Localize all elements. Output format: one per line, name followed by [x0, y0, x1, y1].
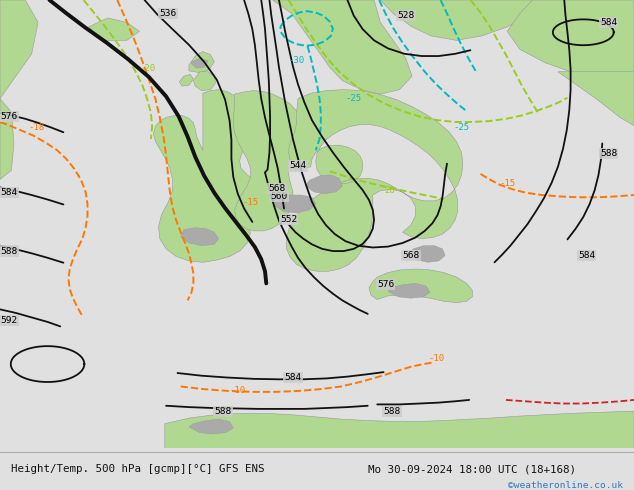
Text: -15: -15	[499, 179, 515, 188]
Polygon shape	[287, 90, 463, 271]
Text: 544: 544	[289, 161, 307, 171]
Text: 584: 584	[284, 373, 302, 382]
Polygon shape	[193, 72, 216, 91]
Text: -30: -30	[288, 56, 305, 65]
Polygon shape	[89, 18, 139, 40]
Text: -25: -25	[453, 123, 470, 132]
Text: -10: -10	[230, 387, 246, 395]
Polygon shape	[369, 269, 472, 303]
Polygon shape	[181, 228, 219, 245]
Text: Mo 30-09-2024 18:00 UTC (18+168): Mo 30-09-2024 18:00 UTC (18+168)	[368, 464, 576, 474]
Polygon shape	[388, 283, 430, 298]
Polygon shape	[165, 411, 634, 448]
Polygon shape	[189, 51, 214, 73]
Polygon shape	[179, 74, 193, 86]
Text: -10: -10	[428, 354, 444, 363]
Polygon shape	[0, 0, 38, 98]
Polygon shape	[380, 0, 545, 40]
Text: 588: 588	[0, 246, 18, 256]
Text: Height/Temp. 500 hPa [gcmp][°C] GFS ENS: Height/Temp. 500 hPa [gcmp][°C] GFS ENS	[11, 464, 265, 474]
Polygon shape	[507, 0, 634, 76]
Text: -15: -15	[242, 198, 259, 207]
Text: 536: 536	[159, 9, 177, 18]
Text: 592: 592	[0, 316, 18, 325]
Polygon shape	[189, 419, 233, 434]
Text: -18: -18	[29, 123, 45, 132]
Polygon shape	[191, 58, 208, 68]
Text: 584: 584	[600, 18, 618, 27]
Text: 568: 568	[268, 184, 286, 193]
Text: 528: 528	[397, 11, 415, 20]
Text: 560: 560	[270, 192, 288, 201]
Text: -20: -20	[139, 64, 155, 73]
Text: 568: 568	[402, 251, 420, 260]
Text: 20: 20	[385, 186, 395, 195]
Polygon shape	[274, 195, 316, 213]
Text: 552: 552	[280, 215, 297, 224]
Polygon shape	[153, 90, 257, 262]
Text: 584: 584	[0, 188, 18, 197]
Text: 576: 576	[0, 112, 18, 121]
Text: 584: 584	[578, 251, 595, 260]
Text: 576: 576	[377, 280, 394, 289]
Polygon shape	[273, 0, 412, 94]
Text: ©weatheronline.co.uk: ©weatheronline.co.uk	[508, 481, 623, 490]
Polygon shape	[233, 91, 303, 231]
Text: 588: 588	[214, 407, 232, 416]
Polygon shape	[558, 72, 634, 125]
Text: 588: 588	[383, 407, 401, 416]
Polygon shape	[409, 245, 445, 262]
Polygon shape	[0, 98, 14, 179]
Text: -25: -25	[346, 94, 362, 103]
Polygon shape	[306, 175, 342, 194]
Text: 588: 588	[600, 149, 618, 158]
